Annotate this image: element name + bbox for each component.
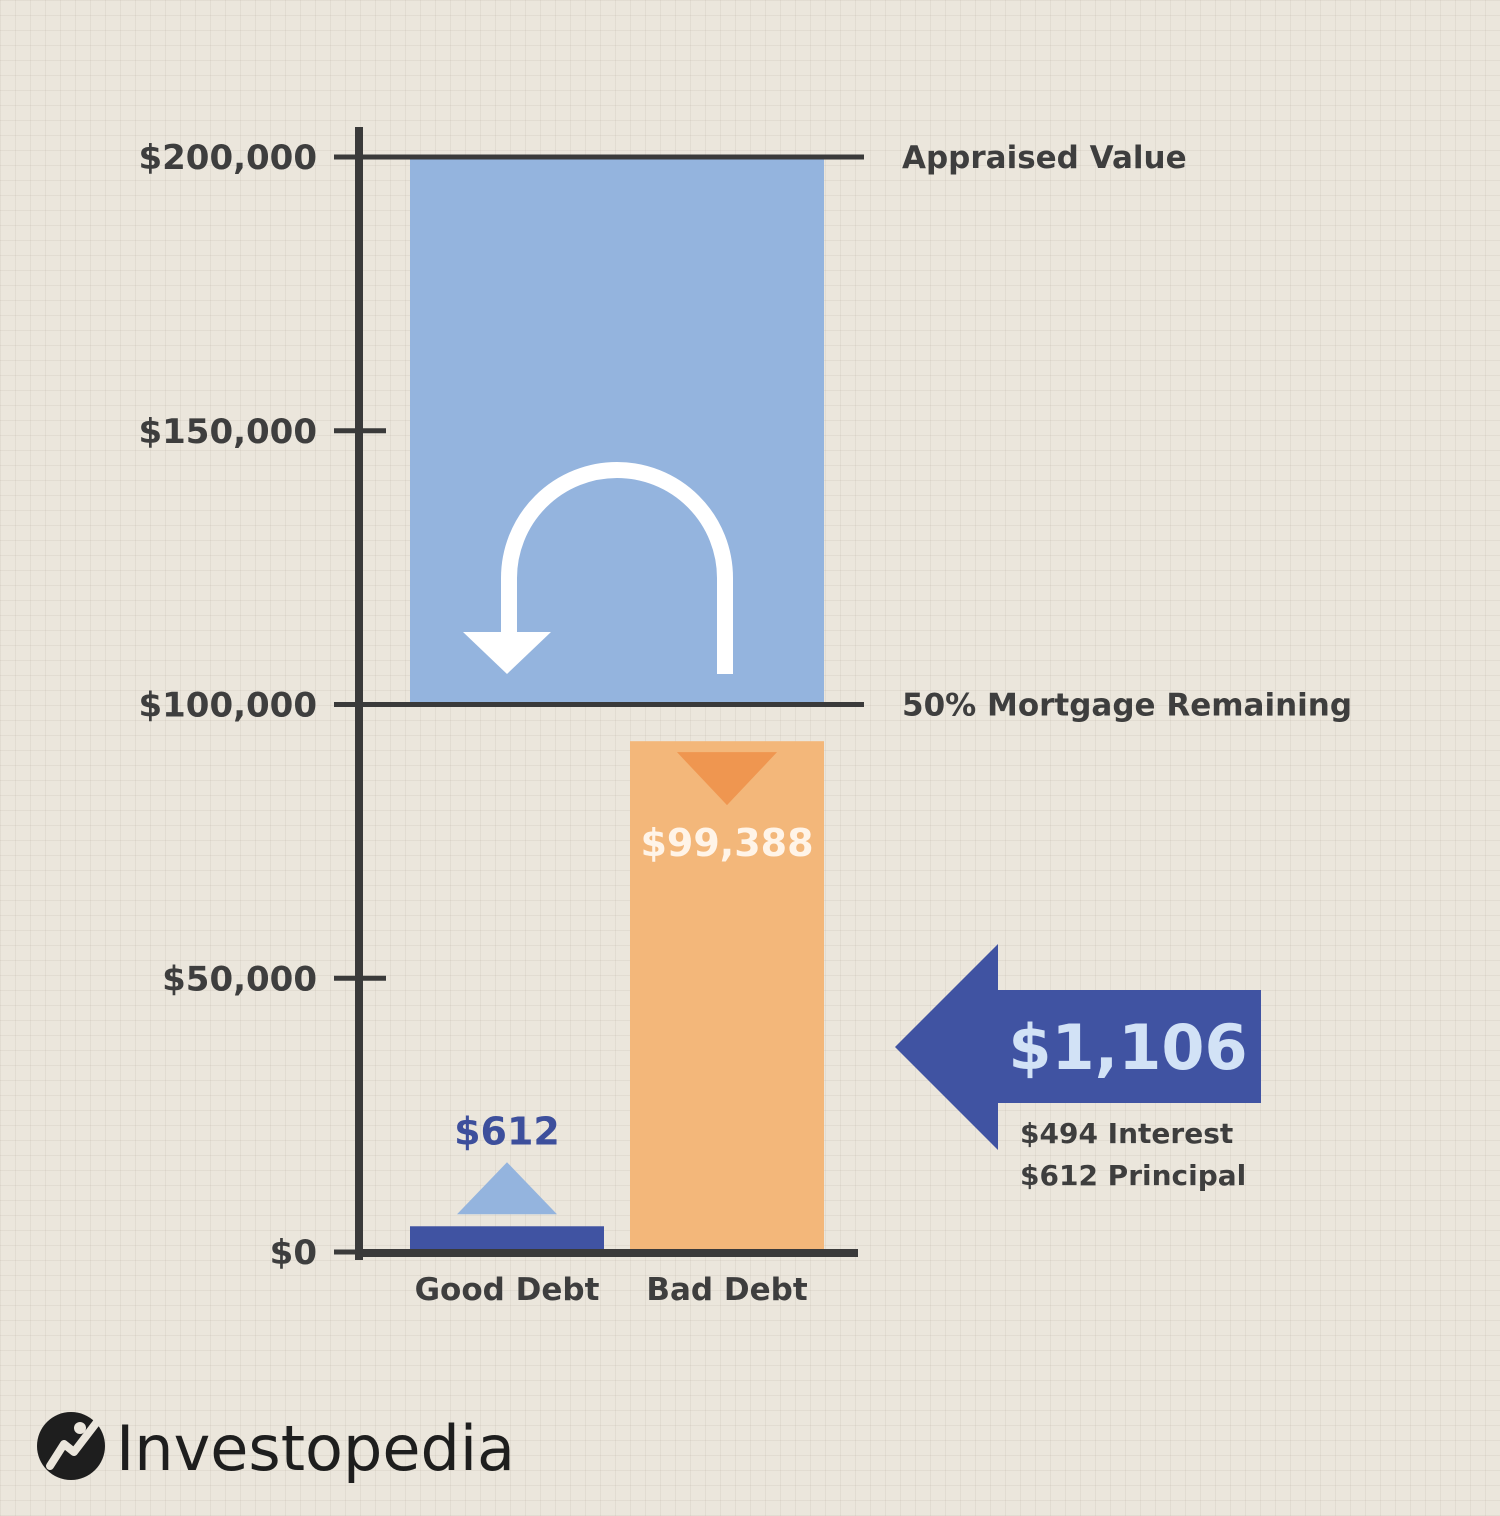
up-triangle-icon [457,1162,557,1215]
bar-group [410,741,824,1252]
tick-label: $150,000 [138,412,317,452]
bar-bad-debt [630,741,824,1252]
tick-label: $50,000 [162,959,317,999]
payment-callout: $1,106 $494 Interest $612 Principal [895,944,1261,1192]
data-label-good-debt: $612 [454,1109,560,1153]
callout-principal-label: $612 Principal [1020,1159,1246,1192]
callout-amount: $1,106 [1008,1011,1247,1084]
y-ticks: $200,000 $150,000 $100,000 $50,000 $0 [138,138,386,1273]
callout-interest-label: $494 Interest [1020,1117,1233,1150]
data-labels: $612 $99,388 [454,752,814,1215]
investopedia-logo-icon [37,1412,105,1480]
category-labels: Good Debt Bad Debt [415,1272,808,1308]
tick-label: $0 [270,1233,317,1273]
reference-lines: Appraised Value 50% Mortgage Remaining [359,140,1352,724]
category-label: Bad Debt [646,1272,807,1308]
reference-line-label: Appraised Value [902,140,1187,176]
brand-name: Investopedia [116,1412,515,1485]
tick-label: $200,000 [138,138,317,178]
category-label: Good Debt [415,1272,600,1308]
down-triangle-icon [677,752,777,806]
bar-good-debt [410,1226,604,1252]
equity-band [410,157,824,705]
data-label-bad-debt: $99,388 [640,821,813,865]
investopedia-logo: Investopedia [37,1412,515,1485]
tick-label: $100,000 [138,686,317,726]
curved-return-arrow-icon [463,462,733,674]
left-arrow-icon [895,944,1261,1150]
reference-line-label: 50% Mortgage Remaining [902,688,1352,724]
